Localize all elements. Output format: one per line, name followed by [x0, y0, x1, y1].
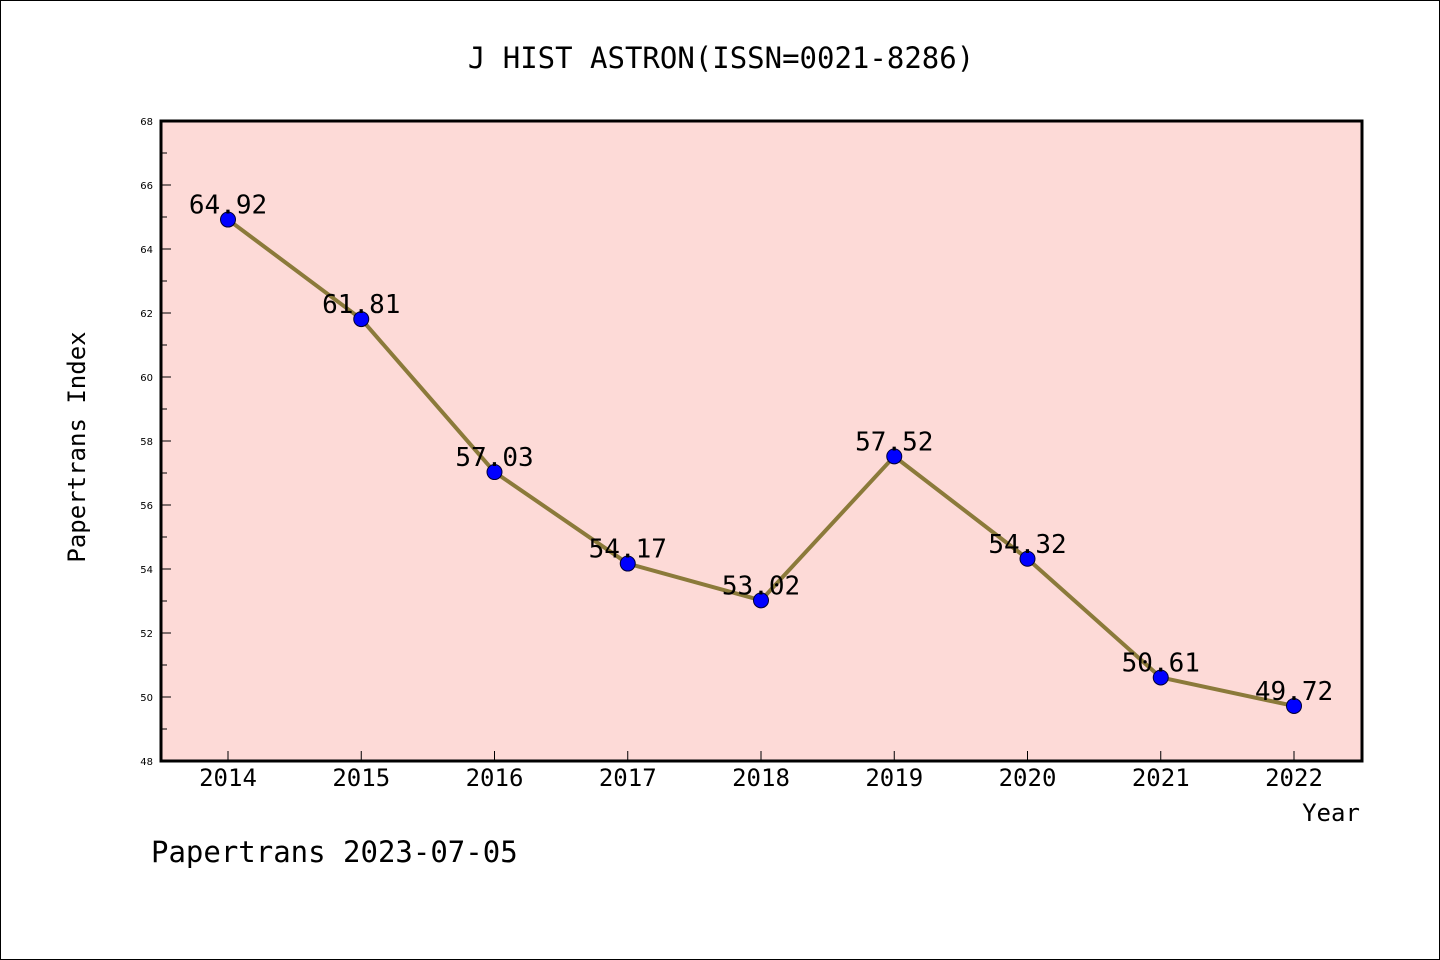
data-label: 54.17 [589, 535, 667, 565]
x-tick-label: 2020 [999, 764, 1057, 792]
data-markers [220, 211, 1302, 714]
data-label: 57.52 [855, 427, 933, 457]
footer-note: Papertrans 2023-07-05 [151, 835, 518, 869]
x-tick-label: 2022 [1265, 764, 1323, 792]
data-point [220, 211, 236, 228]
y-tick-label: 54 [140, 565, 153, 576]
data-label: 54.32 [988, 530, 1066, 560]
data-point [619, 555, 636, 572]
data-label: 50.61 [1122, 648, 1200, 678]
y-tick-label: 50 [140, 693, 153, 704]
data-label: 57.03 [455, 443, 533, 473]
data-label: 61.81 [322, 290, 400, 320]
data-labels: 64.92 61.81 57.03 54.17 53.02 57.52 54.32 50.61… [189, 191, 1333, 707]
plot-border [159, 119, 1364, 763]
data-point [353, 311, 370, 328]
data-label: 53.02 [722, 571, 800, 601]
x-tick-label: 2014 [199, 764, 257, 792]
data-point [886, 448, 903, 465]
plot-area [161, 121, 1362, 761]
data-label: 64.92 [189, 191, 267, 221]
x-tick-label: 2019 [865, 764, 923, 792]
chart-title: J HIST ASTRON(ISSN=0021-8286) [468, 41, 974, 75]
y-tick-label: 48 [140, 757, 153, 768]
x-tick-label: 2016 [466, 764, 524, 792]
y-tick-label: 68 [140, 117, 153, 128]
x-tick-label: 2017 [599, 764, 657, 792]
data-label: 49.72 [1255, 677, 1333, 707]
y-axis-label: Papertrans Index [63, 331, 91, 562]
y-tick-label: 66 [140, 181, 153, 192]
x-axis: 2014 2015 2016 2017 2018 2019 2020 2021 2022 [199, 751, 1323, 792]
data-point [753, 592, 769, 609]
x-axis-label: Year [1302, 799, 1360, 827]
y-tick-label: 58 [140, 437, 153, 448]
y-tick-label: 52 [140, 629, 153, 640]
y-tick-label: 60 [140, 373, 153, 384]
data-point [1286, 697, 1302, 714]
data-point [1152, 669, 1169, 686]
data-point [1019, 550, 1036, 567]
y-tick-label: 62 [140, 309, 153, 320]
y-axis: 48 50 52 54 56 58 60 62 64 66 68 [140, 117, 171, 768]
x-tick-label: 2015 [332, 764, 390, 792]
x-tick-label: 2021 [1132, 764, 1190, 792]
y-tick-label: 56 [140, 501, 153, 512]
data-point [486, 464, 503, 481]
y-tick-label: 64 [140, 245, 153, 256]
x-tick-label: 2018 [732, 764, 790, 792]
